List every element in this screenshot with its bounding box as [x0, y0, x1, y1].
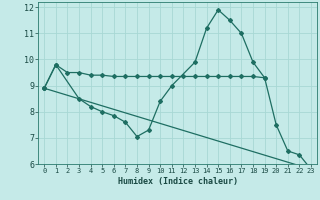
- X-axis label: Humidex (Indice chaleur): Humidex (Indice chaleur): [118, 177, 238, 186]
